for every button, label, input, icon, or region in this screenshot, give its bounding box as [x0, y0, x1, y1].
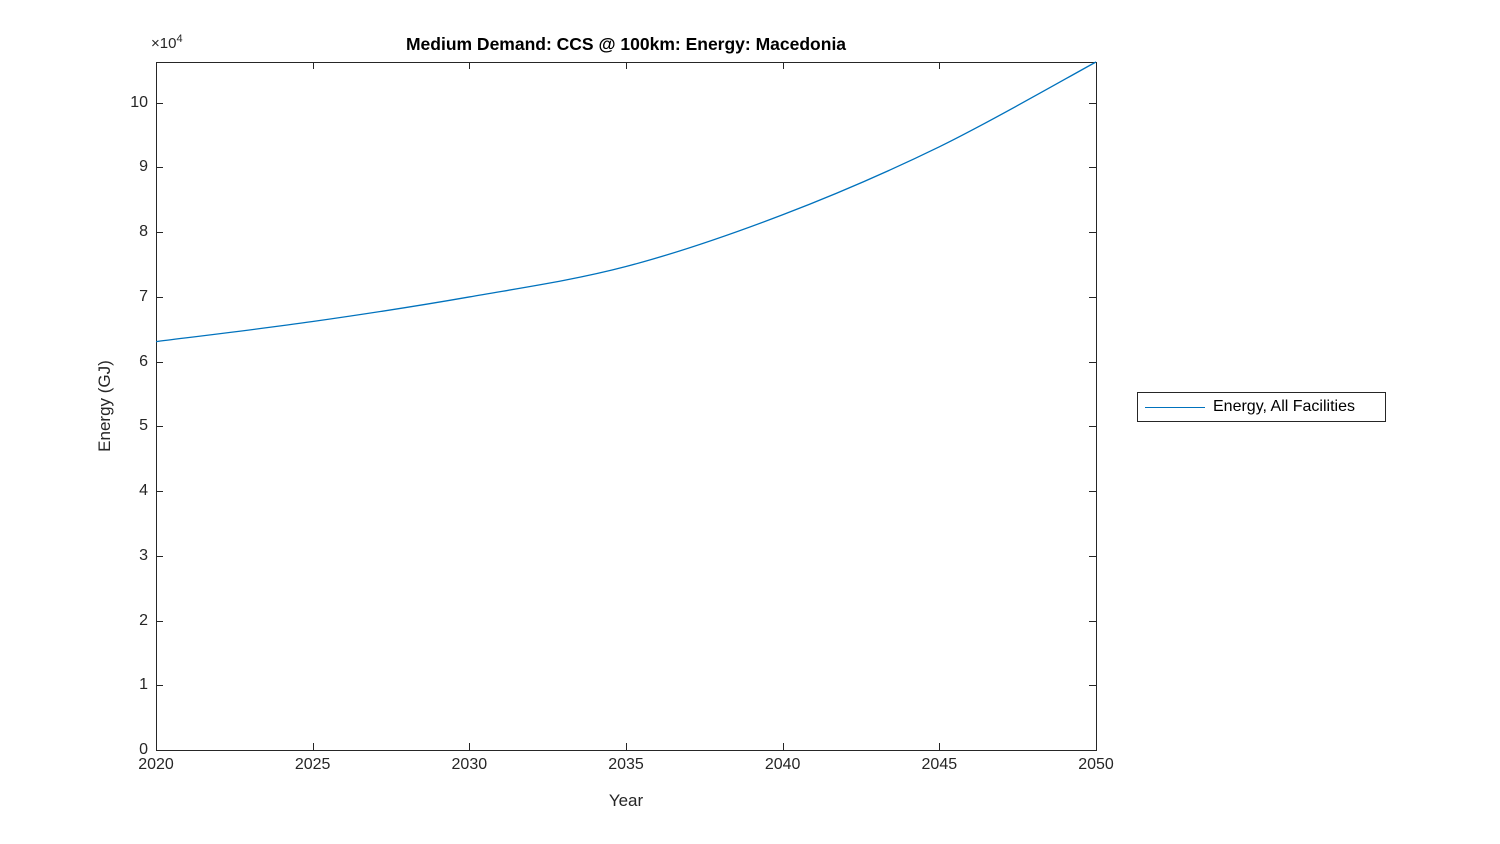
x-tick-label: 2040 — [764, 756, 801, 773]
chart-title: Medium Demand: CCS @ 100km: Energy: Mace… — [405, 34, 847, 54]
x-tick-label: 2045 — [921, 756, 958, 773]
y-tick-label: 2 — [139, 611, 148, 629]
legend-label: Energy, All Facilities — [1213, 398, 1355, 415]
y-axis-multiplier-exponent: 4 — [176, 33, 183, 45]
legend: Energy, All Facilities — [1137, 392, 1386, 422]
y-axis-multiplier-base: ×10 — [151, 35, 177, 52]
y-axis-label: Energy (GJ) — [95, 360, 114, 452]
y-tick-label: 7 — [139, 287, 148, 305]
x-tick-label: 2050 — [1078, 756, 1114, 773]
x-axis-label: Year — [608, 791, 644, 810]
y-tick-label: 4 — [139, 482, 148, 500]
y-tick-label: 8 — [139, 223, 148, 241]
y-tick-label: 0 — [139, 741, 148, 758]
y-tick-label: 5 — [139, 417, 148, 435]
y-tick-label: 6 — [139, 352, 148, 370]
y-tick-label: 3 — [139, 546, 148, 564]
x-tick-label: 2030 — [451, 756, 488, 773]
x-tick-label: 2035 — [608, 756, 644, 773]
x-tick-label: 2025 — [294, 756, 331, 773]
axes-box — [156, 62, 1097, 751]
y-tick-label: 10 — [130, 93, 148, 111]
y-tick-label: 1 — [139, 676, 148, 694]
legend-line-sample — [1145, 406, 1205, 408]
energy-series-line — [155, 61, 1097, 343]
y-tick-label: 9 — [139, 158, 148, 176]
y-axis-multiplier: ×104 — [151, 33, 183, 52]
x-tick-label: 2020 — [138, 756, 174, 773]
